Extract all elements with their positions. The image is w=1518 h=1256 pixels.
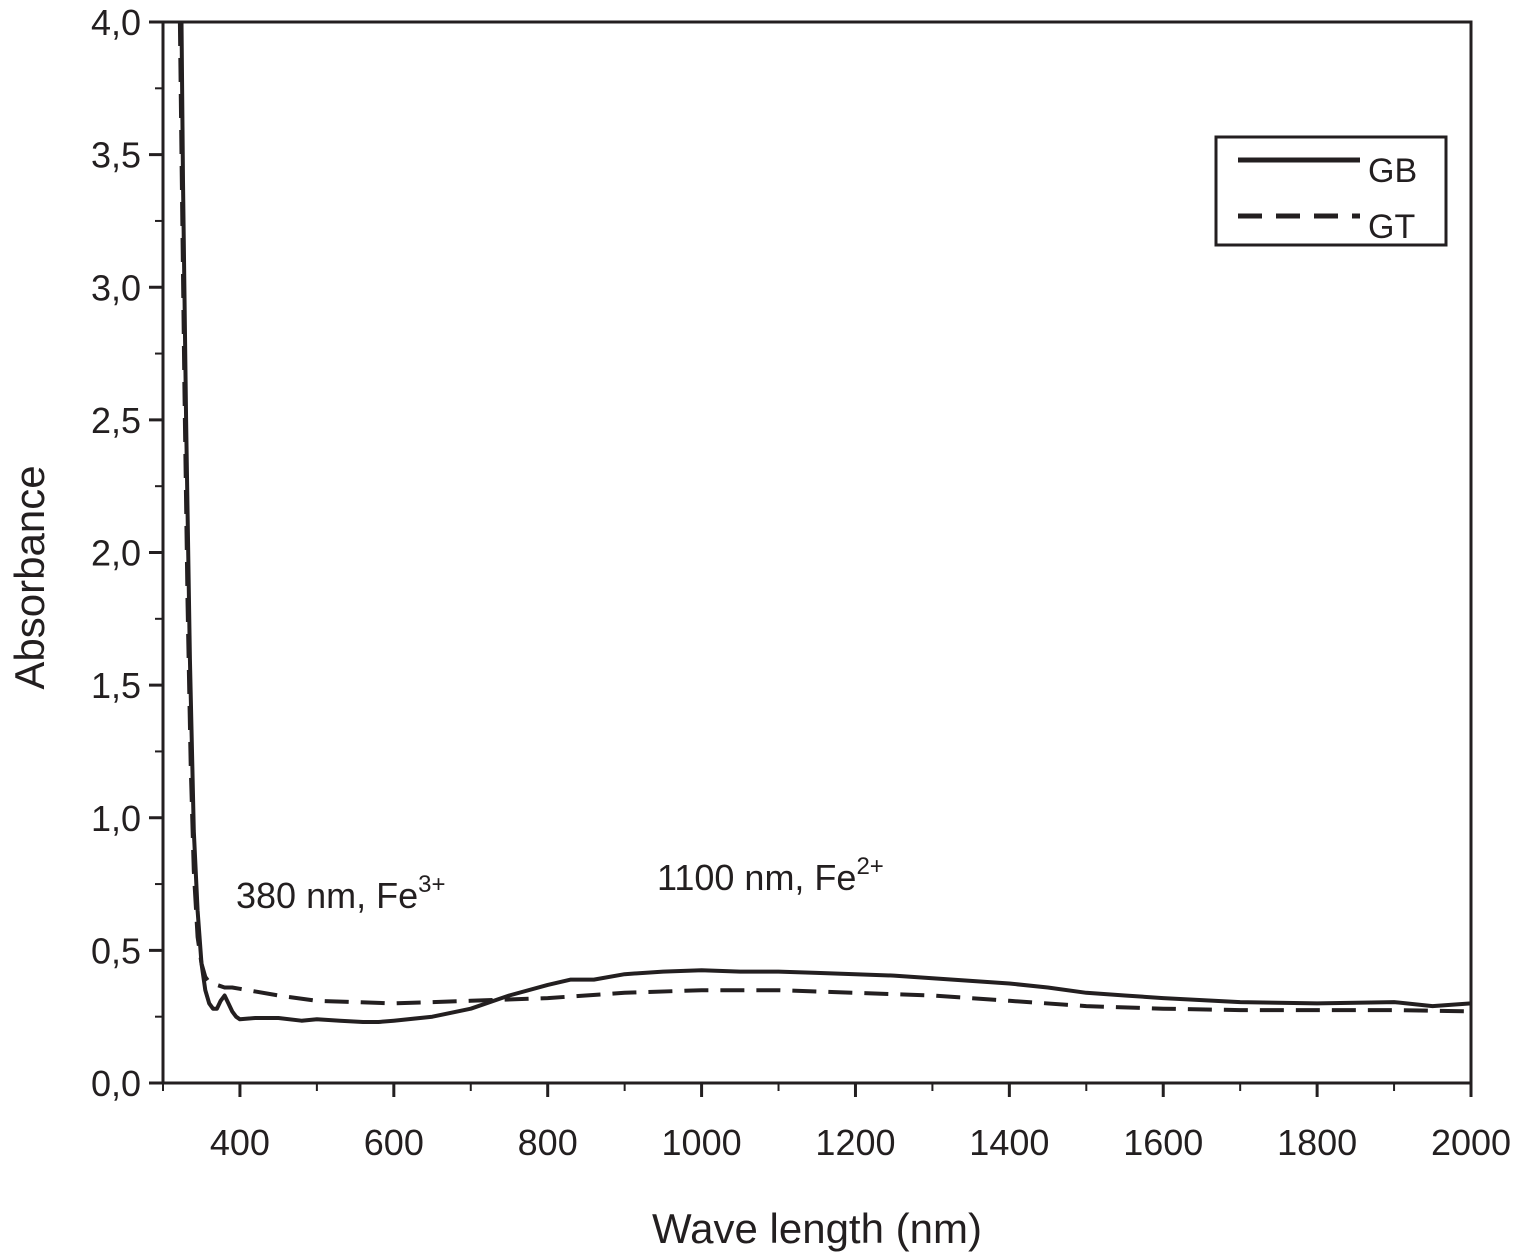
legend-label-gb: GB	[1368, 152, 1417, 190]
x-tick-label: 1800	[1277, 1122, 1357, 1163]
y-tick-label: 1,0	[91, 798, 141, 839]
x-axis-title: Wave length (nm)	[652, 1205, 982, 1252]
y-tick-label: 2,5	[91, 400, 141, 441]
series-line-gb	[179, 22, 1471, 1024]
legend-label-gt: GT	[1368, 208, 1415, 246]
x-tick-label: 1400	[969, 1122, 1049, 1163]
axis-ticks: 400 600 800 1000 1200 1400 1600 1800 2000 0,0 0,5 1…	[91, 2, 1511, 1163]
annotation-fe2-sup: 2+	[856, 853, 883, 880]
y-tick-label: 1,5	[91, 665, 141, 706]
y-tick-label: 0,0	[91, 1063, 141, 1104]
x-tick-label: 1200	[815, 1122, 895, 1163]
y-tick-label: 4,0	[91, 2, 141, 43]
legend-box	[1214, 135, 1448, 247]
y-tick-label: 0,5	[91, 930, 141, 971]
series-line-gt	[177, 22, 1471, 1014]
x-tick-label: 1600	[1123, 1122, 1203, 1163]
x-tick-label: 600	[364, 1122, 424, 1163]
annotation-fe3: 380 nm, Fe3+	[236, 871, 445, 916]
annotation-fe2-text: 1100 nm, Fe	[657, 857, 856, 898]
x-tick-label: 1000	[662, 1122, 742, 1163]
annotation-fe2: 1100 nm, Fe2+	[657, 853, 884, 898]
x-tick-label: 800	[518, 1122, 578, 1163]
x-tick-label: 400	[210, 1122, 270, 1163]
x-tick-label: 2000	[1431, 1122, 1511, 1163]
y-tick-label: 3,0	[91, 267, 141, 308]
series-lines	[177, 22, 1471, 1024]
y-axis-title: Absorbance	[6, 465, 53, 689]
annotation-fe3-sup: 3+	[418, 871, 445, 898]
y-tick-label: 2,0	[91, 533, 141, 574]
y-tick-label: 3,5	[91, 135, 141, 176]
annotation-fe3-text: 380 nm, Fe	[236, 875, 418, 916]
legend: GB GT	[1214, 135, 1448, 247]
